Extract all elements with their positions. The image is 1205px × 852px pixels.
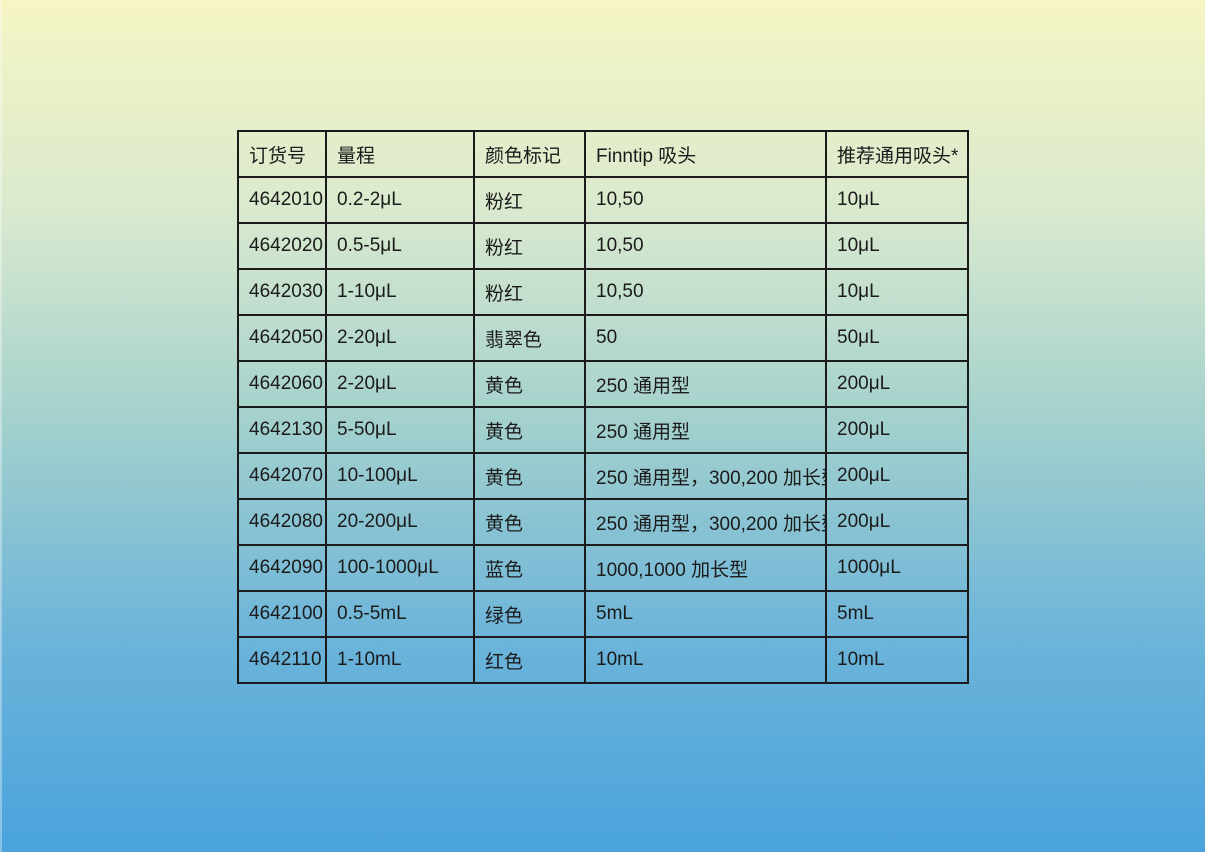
table-row: 4642110 1-10mL 红色 10mL 10mL <box>237 636 969 684</box>
table-cell-volume-range: 100-1000μL <box>325 544 475 592</box>
table-cell-color-code: 黄色 <box>473 406 586 454</box>
pipette-order-table: 订货号 量程 颜色标记 Finntip 吸头 推荐通用吸头* 4642010 0… <box>237 130 969 684</box>
table-cell-color-code: 蓝色 <box>473 544 586 592</box>
table-cell-recommended: 200μL <box>825 406 969 454</box>
column-header-finntip-tips: Finntip 吸头 <box>584 130 827 178</box>
table-cell-color-code: 翡翠色 <box>473 314 586 362</box>
table-cell-color-code: 绿色 <box>473 590 586 638</box>
table-cell-recommended: 1000μL <box>825 544 969 592</box>
table-cell-order-number: 4642070 <box>237 452 327 500</box>
table-cell-recommended: 10mL <box>825 636 969 684</box>
table-cell-order-number: 4642030 <box>237 268 327 316</box>
table-cell-volume-range: 10-100μL <box>325 452 475 500</box>
table-cell-order-number: 4642060 <box>237 360 327 408</box>
table-row: 4642020 0.5-5μL 粉红 10,50 10μL <box>237 222 969 270</box>
table-cell-finntip: 250 通用型 <box>584 406 827 454</box>
column-header-recommended-tips: 推荐通用吸头* <box>825 130 969 178</box>
table-cell-finntip: 10,50 <box>584 268 827 316</box>
column-header-order-number: 订货号 <box>237 130 327 178</box>
table-cell-color-code: 粉红 <box>473 176 586 224</box>
table-cell-color-code: 粉红 <box>473 222 586 270</box>
table-cell-color-code: 黄色 <box>473 360 586 408</box>
column-header-volume-range: 量程 <box>325 130 475 178</box>
table-cell-volume-range: 2-20μL <box>325 314 475 362</box>
table-row: 4642060 2-20μL 黄色 250 通用型 200μL <box>237 360 969 408</box>
column-header-color-code: 颜色标记 <box>473 130 586 178</box>
table-cell-volume-range: 2-20μL <box>325 360 475 408</box>
table-cell-finntip: 10,50 <box>584 222 827 270</box>
table-cell-volume-range: 1-10mL <box>325 636 475 684</box>
table-header-row: 订货号 量程 颜色标记 Finntip 吸头 推荐通用吸头* <box>237 130 969 178</box>
table-cell-finntip: 250 通用型 <box>584 360 827 408</box>
table-cell-order-number: 4642110 <box>237 636 327 684</box>
table-row: 4642050 2-20μL 翡翠色 50 50μL <box>237 314 969 362</box>
table-cell-volume-range: 5-50μL <box>325 406 475 454</box>
table-cell-volume-range: 0.5-5mL <box>325 590 475 638</box>
table-cell-recommended: 200μL <box>825 498 969 546</box>
table-cell-finntip: 250 通用型，300,200 加长型 <box>584 452 827 500</box>
table-cell-order-number: 4642130 <box>237 406 327 454</box>
table-cell-order-number: 4642090 <box>237 544 327 592</box>
table-cell-order-number: 4642010 <box>237 176 327 224</box>
table-cell-recommended: 10μL <box>825 268 969 316</box>
table-cell-recommended: 10μL <box>825 222 969 270</box>
table-row: 4642090 100-1000μL 蓝色 1000,1000 加长型 1000… <box>237 544 969 592</box>
table-cell-recommended: 10μL <box>825 176 969 224</box>
left-edge-highlight <box>0 0 2 852</box>
table-cell-finntip: 250 通用型，300,200 加长型 <box>584 498 827 546</box>
table-row: 4642080 20-200μL 黄色 250 通用型，300,200 加长型 … <box>237 498 969 546</box>
table-cell-color-code: 黄色 <box>473 498 586 546</box>
table-cell-order-number: 4642080 <box>237 498 327 546</box>
table-cell-recommended: 200μL <box>825 360 969 408</box>
table-cell-finntip: 1000,1000 加长型 <box>584 544 827 592</box>
table-cell-volume-range: 1-10μL <box>325 268 475 316</box>
table-cell-recommended: 50μL <box>825 314 969 362</box>
table-cell-volume-range: 20-200μL <box>325 498 475 546</box>
table-row: 4642070 10-100μL 黄色 250 通用型，300,200 加长型 … <box>237 452 969 500</box>
table-cell-volume-range: 0.5-5μL <box>325 222 475 270</box>
table-cell-finntip: 50 <box>584 314 827 362</box>
table-cell-finntip: 10mL <box>584 636 827 684</box>
table-row: 4642100 0.5-5mL 绿色 5mL 5mL <box>237 590 969 638</box>
table-row: 4642130 5-50μL 黄色 250 通用型 200μL <box>237 406 969 454</box>
table-cell-volume-range: 0.2-2μL <box>325 176 475 224</box>
table-cell-finntip: 10,50 <box>584 176 827 224</box>
table-cell-recommended: 200μL <box>825 452 969 500</box>
table-cell-recommended: 5mL <box>825 590 969 638</box>
table-cell-color-code: 粉红 <box>473 268 586 316</box>
table-cell-finntip: 5mL <box>584 590 827 638</box>
table-cell-order-number: 4642020 <box>237 222 327 270</box>
table-cell-order-number: 4642050 <box>237 314 327 362</box>
table-cell-color-code: 黄色 <box>473 452 586 500</box>
table-row: 4642030 1-10μL 粉红 10,50 10μL <box>237 268 969 316</box>
table-cell-color-code: 红色 <box>473 636 586 684</box>
table-row: 4642010 0.2-2μL 粉红 10,50 10μL <box>237 176 969 224</box>
table-cell-order-number: 4642100 <box>237 590 327 638</box>
